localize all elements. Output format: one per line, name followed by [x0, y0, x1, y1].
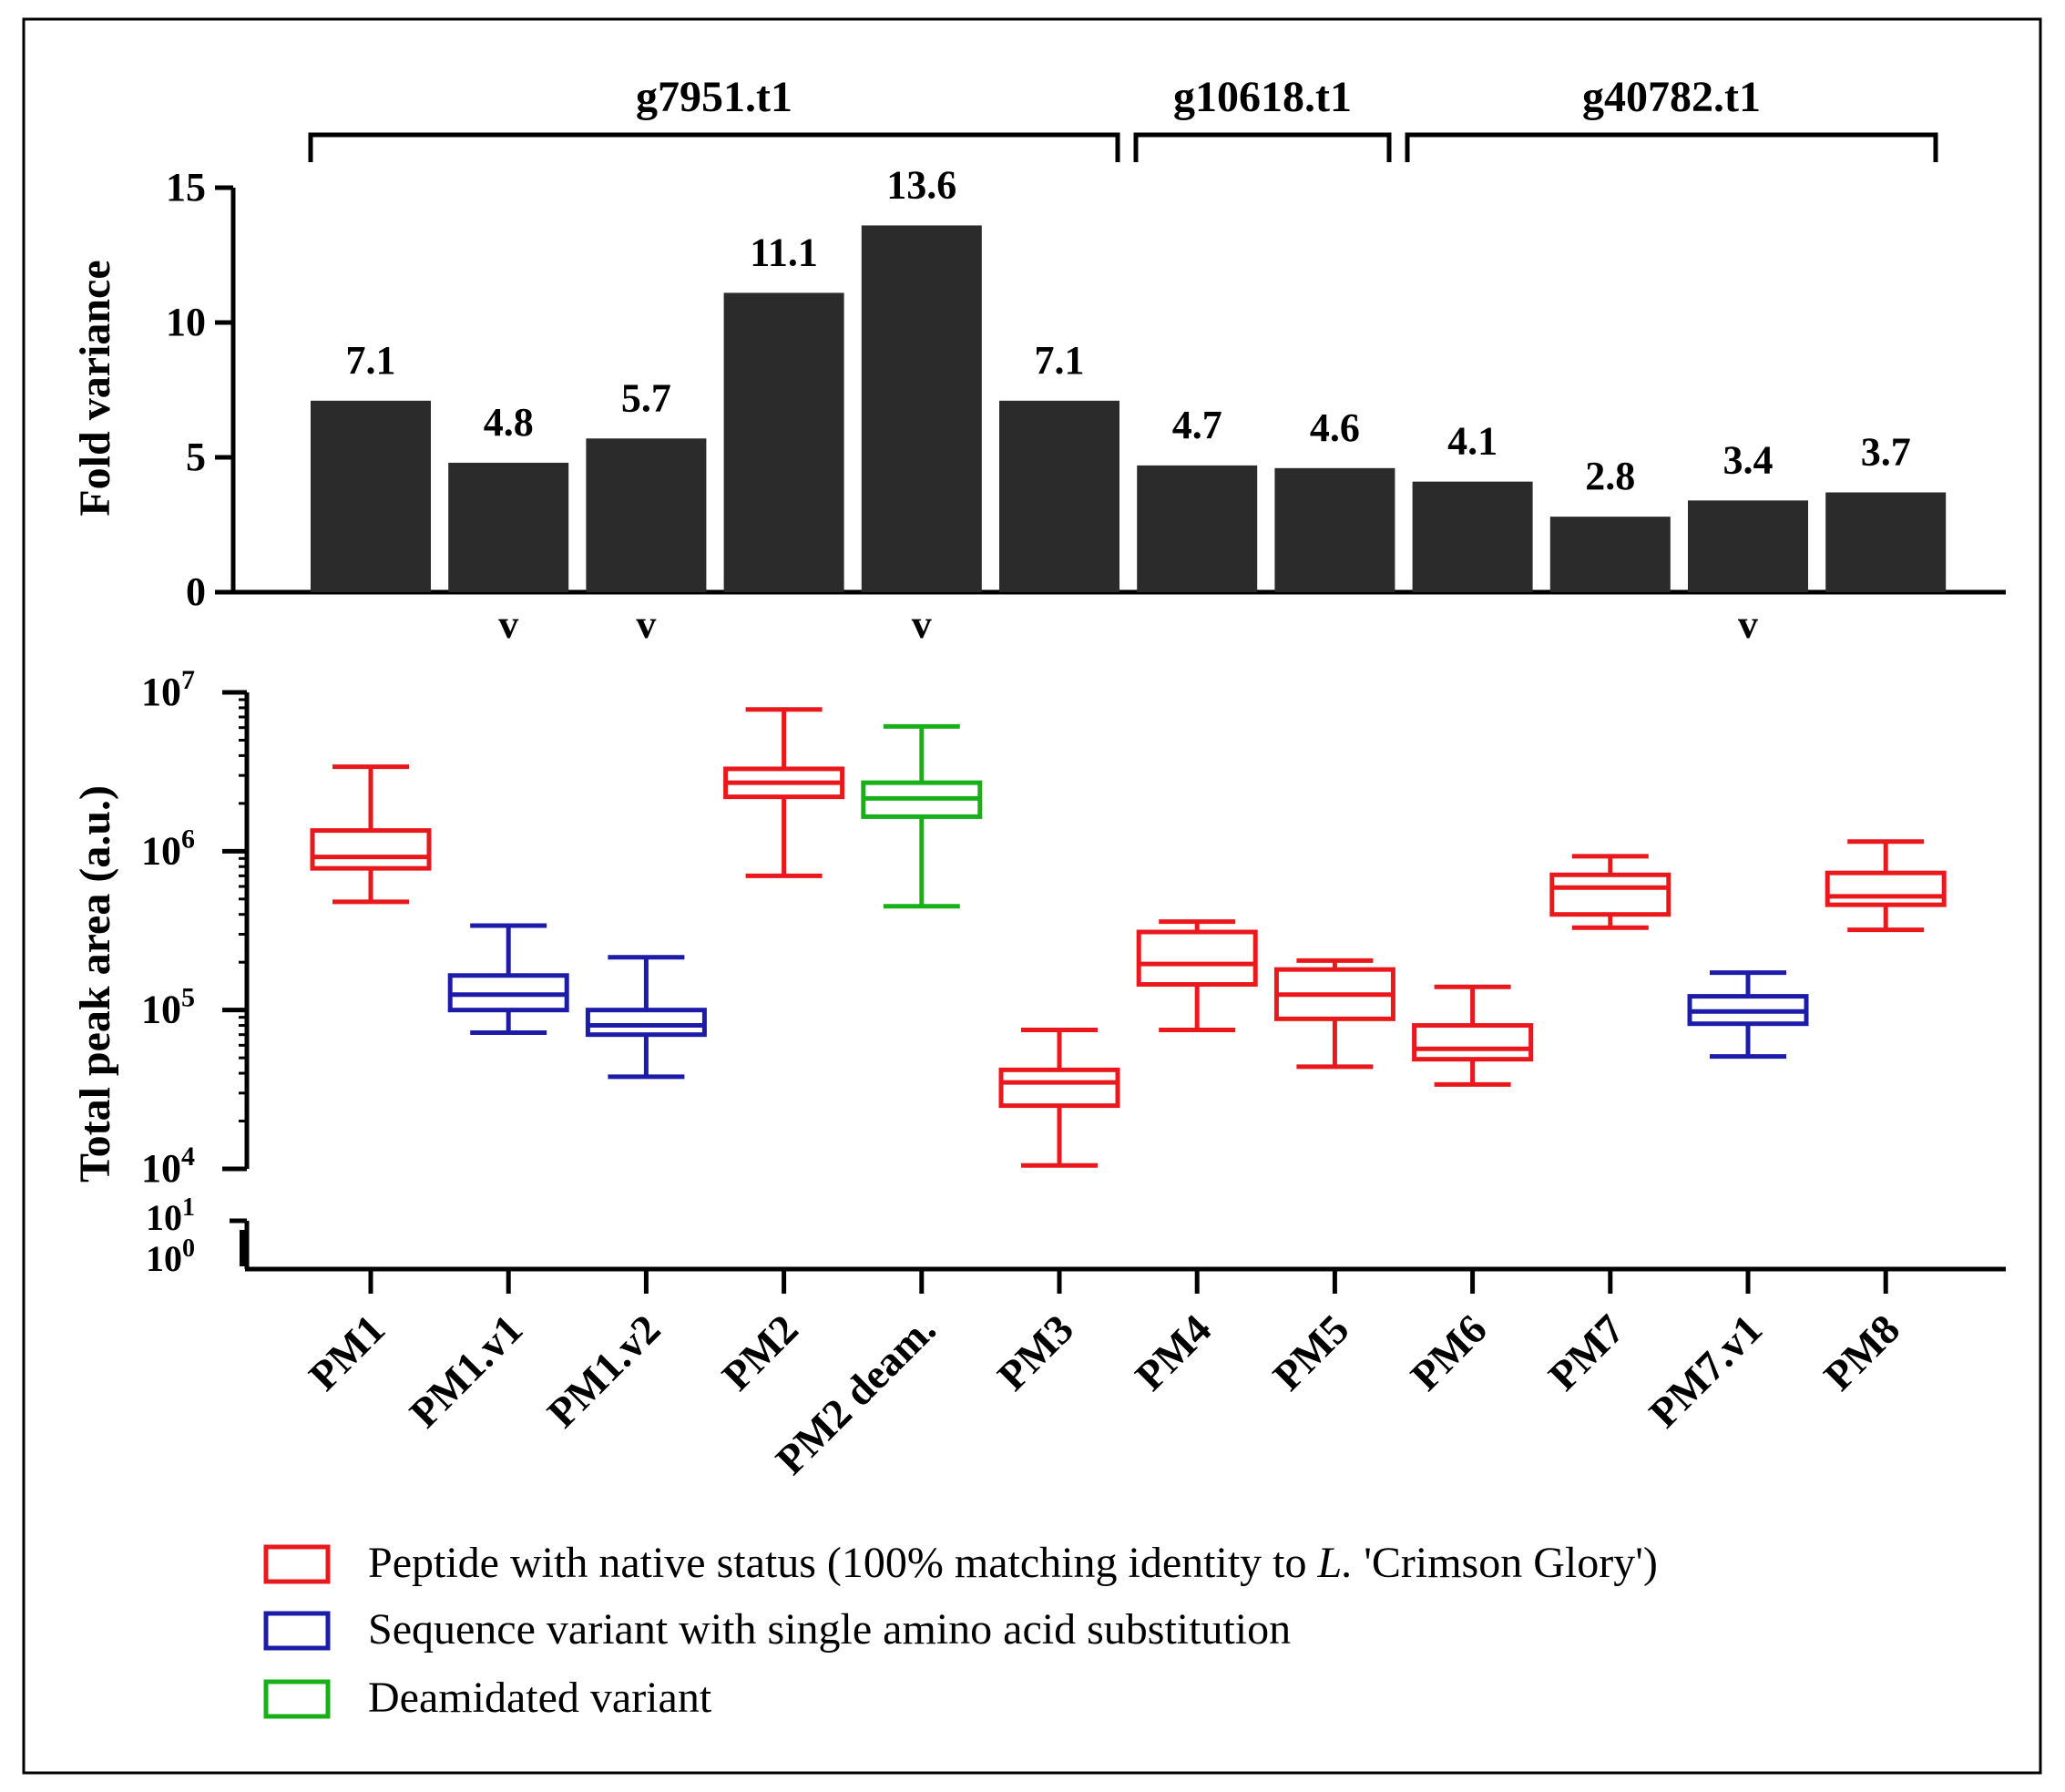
- box-iqr: [1825, 870, 1947, 907]
- group-bracket: [308, 132, 1120, 162]
- box-PM7: [1549, 854, 1671, 930]
- bar-PM2: [723, 292, 844, 592]
- fold-variance-bar-chart: g7951.t1 g10618.t1 g40782.t1 Fold variance…: [71, 73, 2006, 647]
- bar-value-label: 5.7: [621, 375, 671, 420]
- bar-value-label: 7.1: [1035, 338, 1085, 383]
- y-tick-label: 106: [141, 824, 195, 873]
- box-PM2 deam.: [861, 723, 983, 909]
- y-tick-label: 107: [141, 665, 195, 714]
- bar-value-label: 7.1: [346, 338, 396, 383]
- bar-value-label: 4.7: [1172, 403, 1222, 447]
- box-PM1.v2: [585, 955, 707, 1080]
- bar-PM6: [1412, 481, 1533, 592]
- bar-PM8: [1825, 492, 1947, 592]
- fold-variance-y-axis-label: Fold variance: [71, 260, 119, 516]
- y-tick-label: 10: [166, 300, 206, 344]
- bar-PM7: [1549, 517, 1671, 592]
- box-PM7.v1: [1687, 970, 1809, 1060]
- gene-group-brackets: g7951.t1 g10618.t1 g40782.t1: [308, 73, 1938, 162]
- y-tick-label: 15: [166, 165, 206, 210]
- group-label: g40782.t1: [1582, 73, 1761, 121]
- bar-PM2 deam.: [861, 225, 982, 592]
- fold-variance-value-labels: 7.1 4.8 5.7 11.1 13.6 7.1 4.7 4.6 4.1 2.8 3.4 3.7: [346, 162, 1911, 498]
- box-PM3: [998, 1027, 1120, 1168]
- bar-value-label: 13.6: [886, 162, 956, 207]
- box-iqr: [1136, 929, 1258, 988]
- variant-mark: v: [912, 602, 932, 647]
- bar-PM5: [1274, 467, 1395, 592]
- box-iqr: [1412, 1023, 1534, 1062]
- fold-variance-bars: [311, 225, 1947, 592]
- variant-mark: v: [1738, 602, 1758, 647]
- bar-value-label: 11.1: [750, 230, 818, 274]
- legend: Peptide with native status (100% matchin…: [263, 1539, 1658, 1722]
- bar-PM1: [311, 400, 431, 592]
- legend-item-variant: Sequence variant with single amino acid …: [263, 1605, 1291, 1654]
- bar-value-label: 3.7: [1861, 429, 1911, 474]
- box-iqr: [998, 1067, 1120, 1109]
- group-label: g10618.t1: [1173, 73, 1352, 121]
- bar-PM4: [1137, 465, 1258, 592]
- peak-area-y-axis-label: Total peak area (a.u.): [71, 785, 119, 1183]
- box-PM6: [1412, 984, 1534, 1087]
- y-axis-break-marker: [240, 1230, 247, 1266]
- box-PM4: [1136, 919, 1258, 1032]
- legend-label-native: Peptide with native status (100% matchin…: [368, 1539, 1658, 1587]
- bar-value-label: 4.1: [1447, 419, 1498, 464]
- y-tick-label: 104: [141, 1142, 195, 1191]
- box-PM1: [310, 764, 432, 905]
- box-iqr: [310, 828, 432, 871]
- figure-frame: [22, 17, 2042, 1775]
- bar-value-label: 4.8: [484, 400, 534, 445]
- legend-label-variant: Sequence variant with single amino acid …: [368, 1605, 1291, 1654]
- box-iqr: [1549, 872, 1671, 917]
- y-tick-label: 0: [186, 569, 206, 614]
- bar-PM7.v1: [1688, 500, 1808, 592]
- peak-area-boxes: [310, 707, 1947, 1168]
- y-tick-label-lower: 100: [146, 1234, 195, 1279]
- legend-swatch-native: [263, 1544, 331, 1584]
- y-tick-label: 105: [141, 983, 195, 1032]
- bar-value-label: 3.4: [1723, 437, 1774, 482]
- box-iqr: [585, 1008, 707, 1038]
- legend-swatch-variant: [263, 1611, 331, 1651]
- legend-label-deamidated: Deamidated variant: [368, 1674, 712, 1722]
- box-PM1.v1: [447, 923, 569, 1036]
- group-bracket: [1405, 132, 1938, 162]
- y-tick-label-lower: 101: [146, 1193, 195, 1238]
- legend-item-deamidated: Deamidated variant: [263, 1674, 712, 1722]
- variant-mark: v: [636, 602, 656, 647]
- box-PM2: [723, 707, 845, 878]
- bar-PM1.v1: [448, 462, 569, 592]
- bar-value-label: 2.8: [1585, 454, 1635, 498]
- legend-swatch-deamidated: [263, 1679, 331, 1719]
- box-PM8: [1825, 839, 1947, 933]
- group-bracket: [1133, 132, 1392, 162]
- bar-PM3: [999, 400, 1119, 592]
- legend-item-native: Peptide with native status (100% matchin…: [263, 1539, 1658, 1587]
- box-PM5: [1273, 957, 1395, 1070]
- bar-PM1.v2: [586, 438, 707, 592]
- bar-value-label: 4.6: [1310, 405, 1360, 450]
- y-tick-label: 5: [186, 435, 206, 479]
- group-label: g7951.t1: [636, 73, 792, 121]
- variant-mark: v: [498, 602, 518, 647]
